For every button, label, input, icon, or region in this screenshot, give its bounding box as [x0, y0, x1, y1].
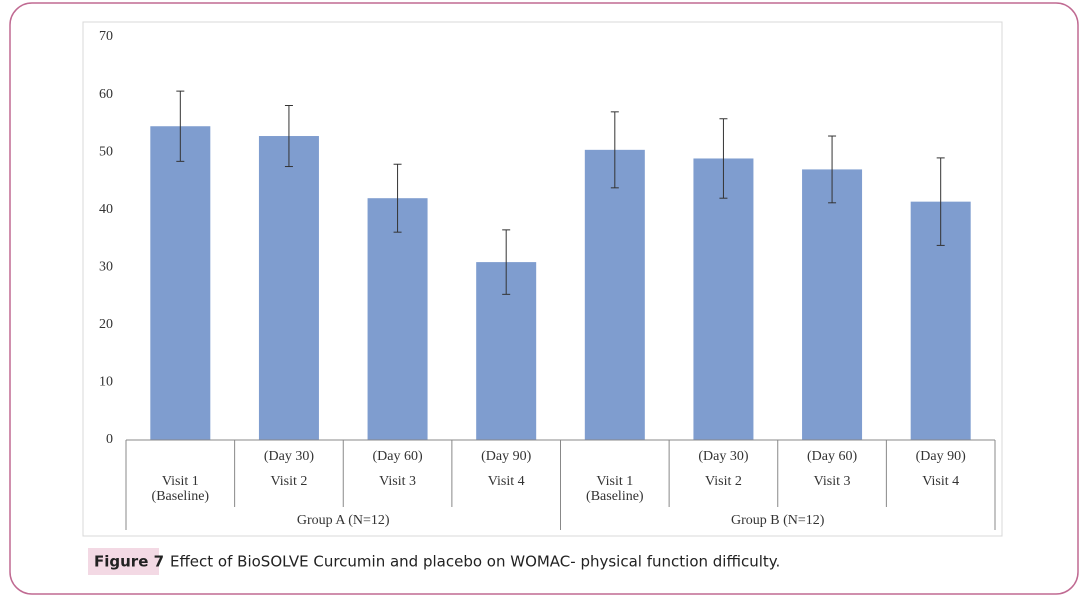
x-tick-label: (Day 90)	[481, 449, 531, 464]
caption-label: Figure 7	[94, 553, 164, 571]
group-label: Group A (N=12)	[297, 513, 390, 528]
error-bar	[936, 157, 945, 246]
x-tick-label: Visit 1	[162, 474, 199, 489]
bar	[802, 169, 863, 440]
x-tick-label: (Day 90)	[916, 449, 966, 464]
x-tick-label: (Day 30)	[698, 449, 748, 464]
error-bar	[502, 229, 511, 295]
error-bar	[719, 118, 728, 199]
x-tick-label: (Day 60)	[372, 449, 422, 464]
y-tick-label: 20	[99, 317, 113, 332]
y-tick-label: 40	[99, 202, 113, 217]
x-tick-label: Visit 2	[705, 474, 742, 489]
frame	[9, 2, 1079, 595]
group-label: Group B (N=12)	[731, 513, 825, 528]
bar	[367, 198, 428, 440]
x-tick-label: Visit 4	[488, 474, 525, 489]
x-tick-label: Visit 3	[379, 474, 416, 489]
bar	[584, 149, 645, 440]
x-tick-label: Visit 1	[596, 474, 633, 489]
y-tick-label: 70	[99, 29, 113, 44]
error-bar	[284, 105, 293, 168]
x-tick-label: (Day 30)	[264, 449, 314, 464]
x-tick-label: Visit 4	[922, 474, 959, 489]
bar	[258, 136, 319, 440]
x-tick-label: Visit 3	[814, 474, 851, 489]
bar	[150, 126, 211, 440]
chart-area	[82, 21, 1003, 537]
x-tick-label: (Baseline)	[586, 489, 644, 504]
y-tick-label: 30	[99, 260, 113, 275]
caption-text: Effect of BioSOLVE Curcumin and placebo …	[170, 553, 780, 571]
y-tick-label: 60	[99, 87, 113, 102]
y-tick-label: 0	[106, 432, 113, 447]
y-tick-label: 50	[99, 144, 113, 159]
error-bar	[828, 135, 837, 204]
x-tick-label: Visit 2	[270, 474, 307, 489]
error-bar	[176, 90, 185, 162]
error-bar	[610, 111, 619, 189]
error-bar	[393, 163, 402, 233]
caption-label-box	[88, 548, 159, 575]
bar	[693, 158, 754, 440]
x-tick-label: (Day 60)	[807, 449, 857, 464]
y-tick-label: 10	[99, 375, 113, 390]
x-tick-label: (Baseline)	[152, 489, 210, 504]
